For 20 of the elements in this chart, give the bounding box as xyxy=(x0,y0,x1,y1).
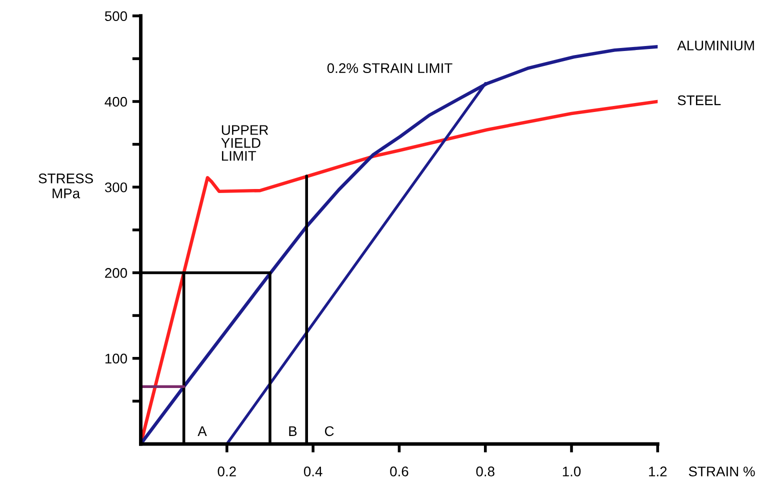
y-tick-label: 200 xyxy=(105,268,128,278)
x-axis-title: STRAIN % xyxy=(688,466,755,476)
annotation: A xyxy=(198,426,207,436)
y-axis-title: STRESS MPa xyxy=(38,174,93,198)
y-tick-label: 300 xyxy=(104,182,128,192)
x-tick-label: 1.2 xyxy=(649,466,667,476)
y-tick-label: 400 xyxy=(104,96,128,107)
x-tick-label: 0.8 xyxy=(476,466,494,476)
annotation: C xyxy=(324,426,334,436)
annotation: UPPER YIELD LIMIT xyxy=(221,125,268,161)
annotation: B xyxy=(289,426,297,436)
series-label: STEEL xyxy=(678,95,721,106)
x-tick-label: 1.0 xyxy=(562,466,581,476)
x-tick-label: 0.4 xyxy=(304,466,322,476)
x-tick-label: 0.6 xyxy=(390,466,408,476)
x-tick-label: 0.2 xyxy=(218,466,236,476)
annotation: 0.2% STRAIN LIMIT xyxy=(327,63,452,74)
y-tick-label: 100 xyxy=(105,354,128,364)
series-label: ALUMINIUM xyxy=(677,40,754,50)
y-tick-label: 500 xyxy=(104,11,128,22)
